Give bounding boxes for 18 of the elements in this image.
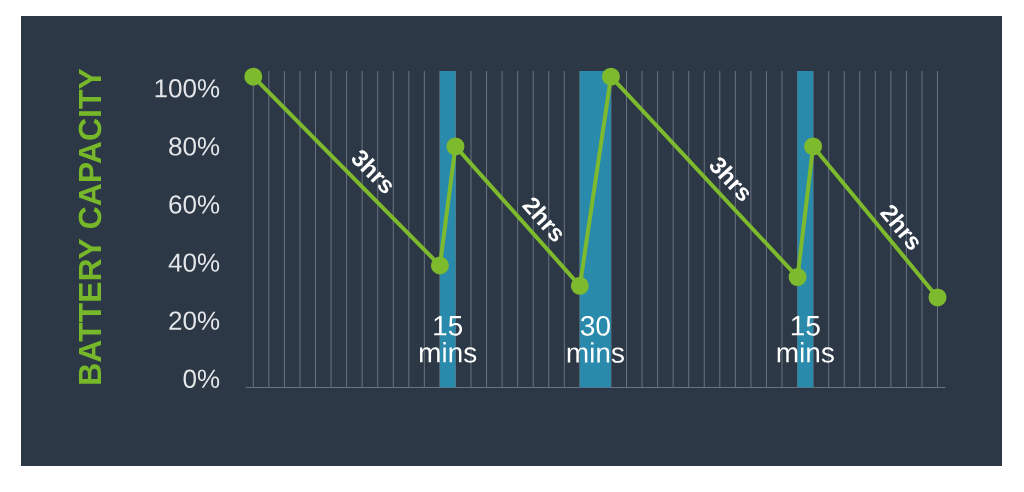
- point: [804, 137, 823, 156]
- point: [601, 67, 620, 86]
- point: [446, 137, 465, 156]
- y-tick-label: 20%: [169, 311, 220, 330]
- point: [788, 268, 807, 287]
- annotation: 30 mins: [567, 315, 624, 363]
- y-tick-label: 0%: [183, 369, 220, 388]
- annotation: 15 mins: [777, 316, 834, 363]
- y-axis-title: BATTERY CAPACITY: [78, 68, 102, 384]
- point: [430, 256, 449, 275]
- point: [570, 276, 589, 295]
- point: [244, 67, 263, 86]
- point: [928, 288, 947, 307]
- y-tick-label: 40%: [168, 253, 220, 272]
- annotation: 15 mins: [419, 316, 477, 363]
- y-tick-label: 60%: [169, 195, 220, 214]
- y-tick-label: 80%: [169, 137, 220, 156]
- y-tick-label: 100%: [155, 79, 220, 98]
